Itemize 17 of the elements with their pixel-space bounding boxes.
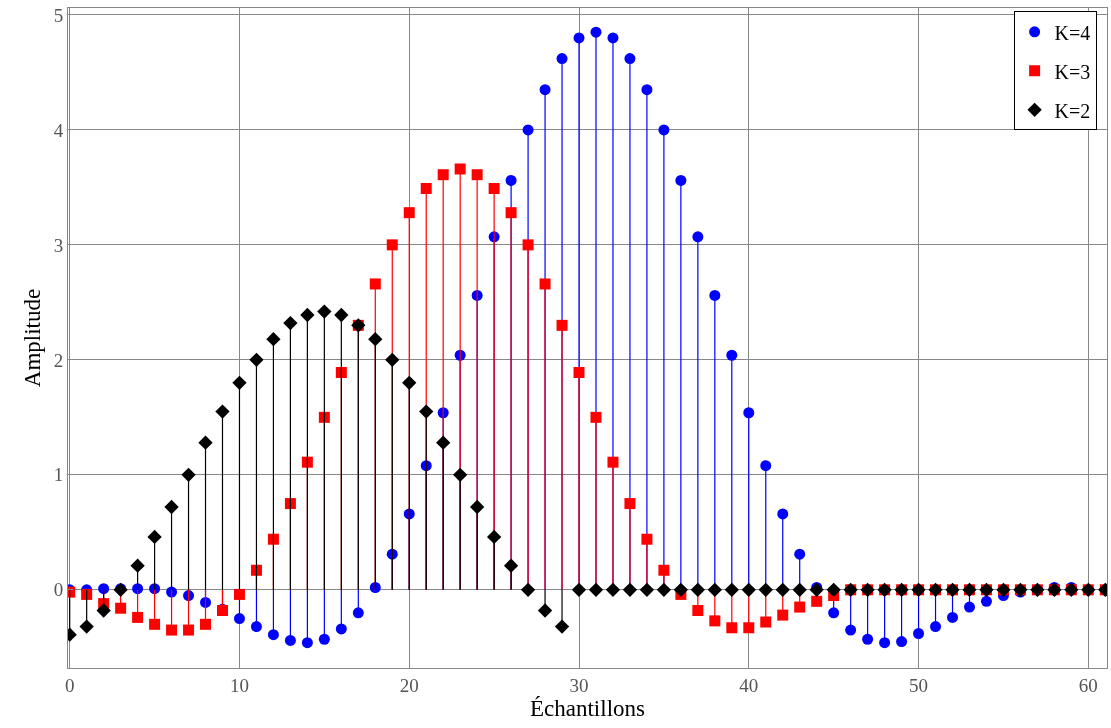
- legend-label: K=3: [1054, 60, 1091, 83]
- x-tick-label: 60: [1078, 674, 1098, 696]
- x-tick-label: 20: [399, 674, 419, 696]
- y-tick-label: 3: [53, 234, 64, 256]
- x-tick-label: 40: [739, 674, 759, 696]
- y-tick-label: 1: [53, 464, 64, 486]
- y-tick-label: 4: [53, 119, 64, 141]
- x-tick-label: 10: [229, 674, 249, 696]
- y-tick-label: 0: [53, 579, 64, 601]
- y-tick-label: 5: [53, 4, 64, 26]
- legend-label: K=2: [1054, 99, 1091, 122]
- x-tick-label: 50: [909, 674, 929, 696]
- y-tick-label: 2: [53, 349, 64, 371]
- x-axis-title: Échantillons: [530, 695, 646, 721]
- legend-label: K=4: [1054, 21, 1091, 44]
- x-tick-label: 30: [569, 674, 589, 696]
- y-axis-title: Amplitude: [20, 288, 46, 388]
